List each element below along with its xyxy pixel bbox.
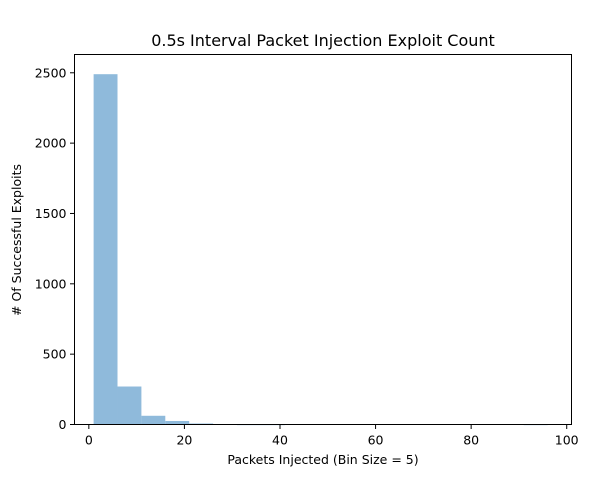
x-tick-label: 20 [176,433,192,448]
y-tick-label: 500 [43,347,67,362]
x-tick-label: 80 [463,433,479,448]
y-axis-label: # Of Successful Exploits [9,164,24,316]
y-tick-label: 0 [59,417,67,432]
x-tick-label: 40 [272,433,288,448]
histogram-bar-1 [118,387,142,425]
y-tick-label: 2000 [35,136,67,151]
histogram-bar-2 [141,416,165,425]
y-tick-label: 2500 [35,65,67,80]
x-tick-label: 0 [85,433,93,448]
x-tick-label: 60 [368,433,384,448]
x-axis-label: Packets Injected (Bin Size = 5) [227,452,418,467]
chart-title: 0.5s Interval Packet Injection Exploit C… [151,31,495,50]
histogram-bar-0 [94,74,118,424]
x-tick-label: 100 [555,433,579,448]
y-tick-label: 1000 [35,276,67,291]
y-tick-label: 1500 [35,206,67,221]
histogram-bar-3 [165,421,189,425]
